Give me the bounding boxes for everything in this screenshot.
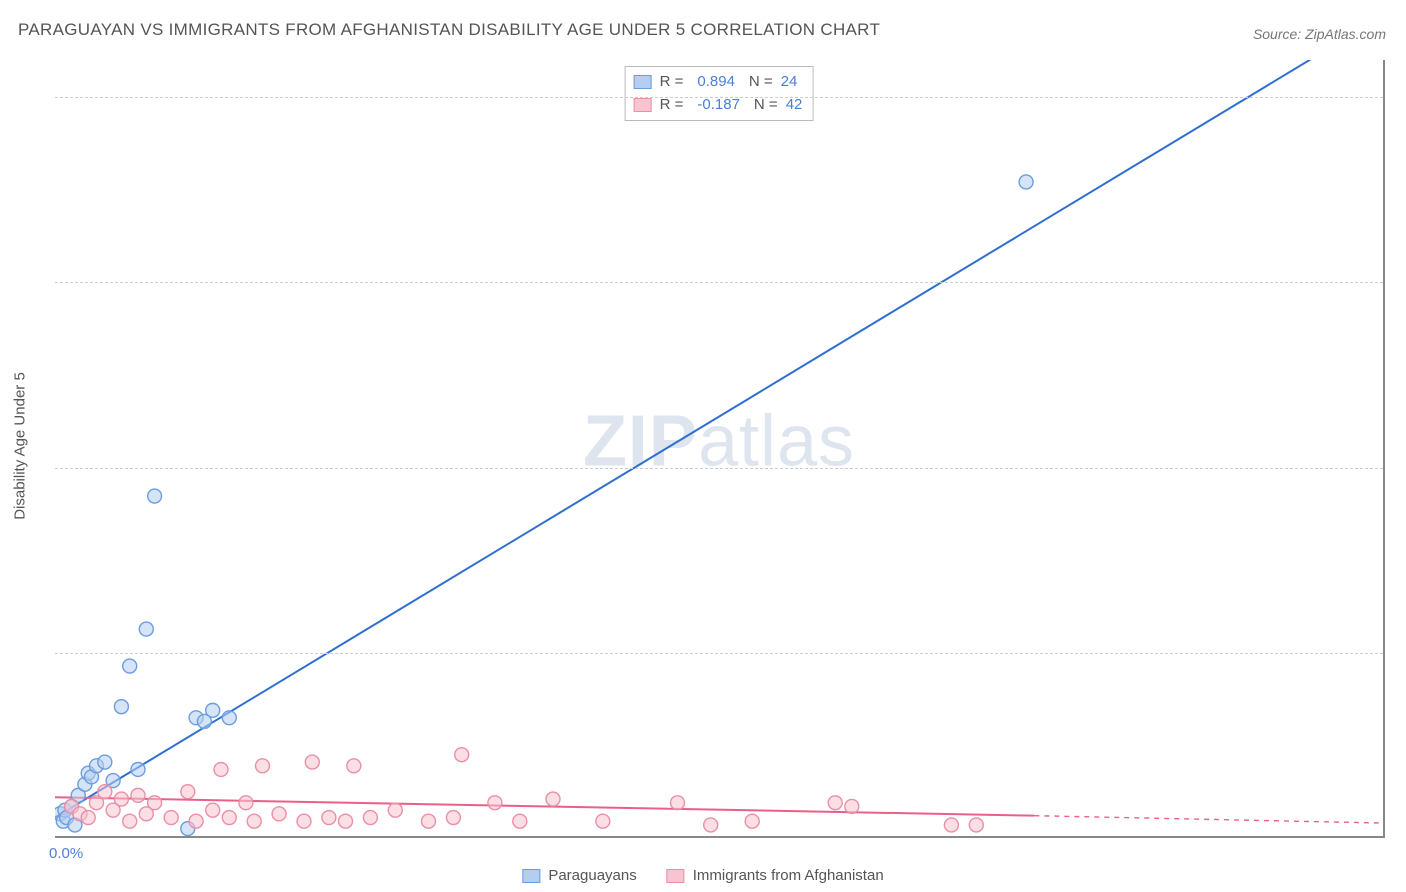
legend-row-blue: R = 0.894 N = 24 [634, 71, 803, 94]
gridline [55, 468, 1383, 469]
y-tick-label: 20.0% [1397, 89, 1406, 106]
source-attribution: Source: ZipAtlas.com [1253, 26, 1386, 42]
y-tick-label: 15.0% [1397, 274, 1406, 291]
n-label: N = [749, 71, 773, 94]
plot-area: ZIPatlas R = 0.894 N = 24 R = -0.187 N =… [55, 60, 1385, 838]
swatch-pink [634, 98, 652, 112]
y-tick-label: 10.0% [1397, 459, 1406, 476]
legend-item-blue: Paraguayans [522, 867, 636, 884]
legend-item-pink: Immigrants from Afghanistan [667, 867, 884, 884]
scatter-svg [55, 60, 1383, 836]
y-tick-label: 5.0% [1397, 644, 1406, 661]
r-label: R = [660, 71, 684, 94]
chart-title: PARAGUAYAN VS IMMIGRANTS FROM AFGHANISTA… [18, 20, 880, 40]
x-tick-left: 0.0% [49, 845, 83, 862]
swatch-pink-icon [667, 869, 685, 883]
swatch-blue [634, 75, 652, 89]
legend-label-blue: Paraguayans [548, 867, 636, 884]
correlation-legend: R = 0.894 N = 24 R = -0.187 N = 42 [625, 66, 814, 121]
swatch-blue-icon [522, 869, 540, 883]
n-value-blue: 24 [781, 71, 798, 94]
gridline [55, 282, 1383, 283]
series-legend: Paraguayans Immigrants from Afghanistan [522, 867, 883, 884]
r-value-blue: 0.894 [691, 71, 741, 94]
legend-label-pink: Immigrants from Afghanistan [693, 867, 884, 884]
gridline [55, 97, 1383, 98]
gridline [55, 653, 1383, 654]
y-axis-label: Disability Age Under 5 [12, 372, 29, 520]
